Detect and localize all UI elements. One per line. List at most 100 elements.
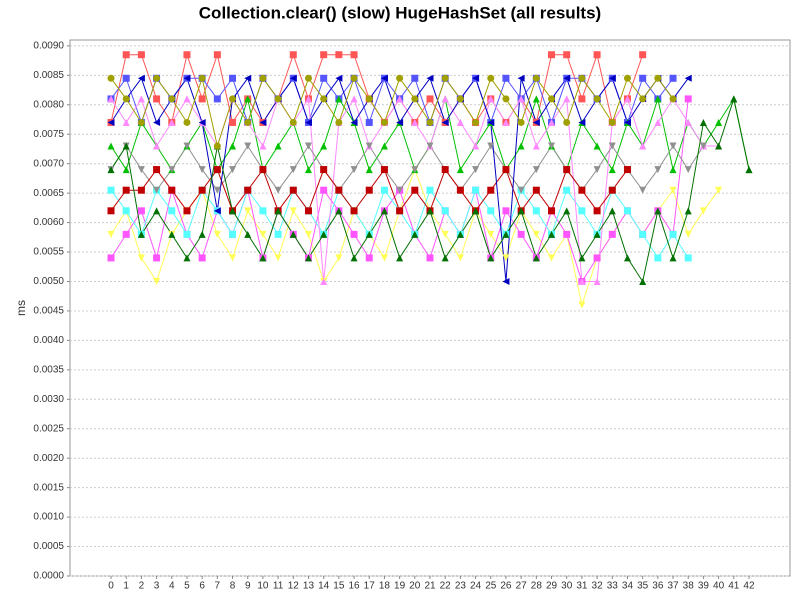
marker (289, 230, 297, 238)
y-tick-label: 0.0065 (33, 188, 64, 199)
x-tick-label: 36 (652, 581, 664, 592)
marker (456, 95, 464, 103)
y-tick-label: 0.0055 (33, 247, 64, 258)
marker (684, 254, 692, 262)
marker (350, 230, 358, 238)
y-tick-label: 0.0070 (33, 158, 64, 169)
marker (335, 254, 343, 262)
marker (396, 254, 404, 262)
marker (213, 230, 221, 238)
x-tick-label: 37 (667, 581, 679, 592)
marker (229, 95, 237, 103)
marker (380, 186, 388, 194)
marker (441, 254, 449, 262)
marker (654, 74, 662, 82)
marker (335, 95, 343, 103)
marker (472, 142, 480, 150)
marker (213, 142, 221, 150)
marker (472, 186, 480, 194)
marker (411, 74, 419, 82)
marker (244, 118, 252, 126)
marker (137, 230, 145, 238)
marker (654, 254, 662, 262)
marker (623, 166, 631, 174)
marker (350, 51, 358, 59)
marker (229, 230, 237, 238)
marker (304, 230, 312, 238)
marker (639, 230, 647, 238)
marker (593, 142, 601, 150)
x-tick-label: 5 (184, 581, 190, 592)
marker (107, 95, 115, 103)
marker (168, 230, 176, 238)
marker (396, 186, 404, 194)
marker (107, 142, 115, 150)
marker (563, 118, 571, 126)
marker (153, 207, 161, 215)
marker (578, 254, 586, 262)
marker (593, 166, 601, 174)
marker (365, 142, 373, 150)
marker (472, 118, 480, 126)
marker (107, 74, 115, 82)
marker (411, 166, 419, 174)
marker (304, 254, 312, 262)
marker (578, 186, 586, 194)
marker (365, 254, 373, 262)
x-tick-label: 31 (576, 581, 588, 592)
x-tick-label: 15 (333, 581, 345, 592)
marker (396, 95, 404, 103)
marker (502, 254, 510, 262)
marker (669, 186, 677, 194)
marker (380, 118, 388, 126)
x-tick-label: 12 (288, 581, 300, 592)
marker (259, 207, 267, 215)
marker (350, 74, 358, 82)
x-tick-label: 17 (364, 581, 376, 592)
marker (472, 166, 480, 174)
marker (229, 166, 237, 174)
marker (669, 166, 677, 174)
y-tick-label: 0.0020 (33, 453, 64, 464)
y-axis-label: ms (14, 300, 28, 316)
marker (335, 186, 343, 194)
x-tick-label: 20 (409, 581, 421, 592)
marker (487, 207, 495, 215)
marker (107, 207, 115, 215)
marker (137, 118, 145, 126)
marker (380, 74, 388, 82)
marker (183, 254, 191, 262)
y-tick-label: 0.0030 (33, 394, 64, 405)
marker (639, 51, 647, 59)
marker (183, 207, 191, 215)
marker (441, 230, 449, 238)
marker (715, 186, 723, 194)
marker (244, 230, 252, 238)
marker (532, 74, 540, 82)
marker (684, 118, 692, 126)
marker (517, 186, 525, 194)
marker (563, 95, 571, 103)
x-tick-label: 10 (257, 581, 269, 592)
marker (502, 230, 510, 238)
marker (411, 186, 419, 194)
y-tick-label: 0.0045 (33, 306, 64, 317)
marker (487, 142, 495, 150)
marker (623, 95, 631, 103)
marker (623, 254, 631, 262)
chart-title: Collection.clear() (slow) HugeHashSet (a… (199, 3, 601, 22)
y-tick-label: 0.0080 (33, 99, 64, 110)
marker (320, 186, 328, 194)
marker (320, 277, 328, 285)
marker (730, 95, 738, 103)
marker (183, 74, 191, 82)
x-tick-label: 33 (607, 581, 619, 592)
marker (350, 95, 358, 103)
marker (456, 166, 464, 174)
x-tick-label: 38 (683, 581, 695, 592)
marker (137, 254, 145, 262)
marker (472, 74, 480, 82)
marker (122, 207, 130, 215)
marker (289, 166, 297, 174)
marker (122, 51, 130, 59)
